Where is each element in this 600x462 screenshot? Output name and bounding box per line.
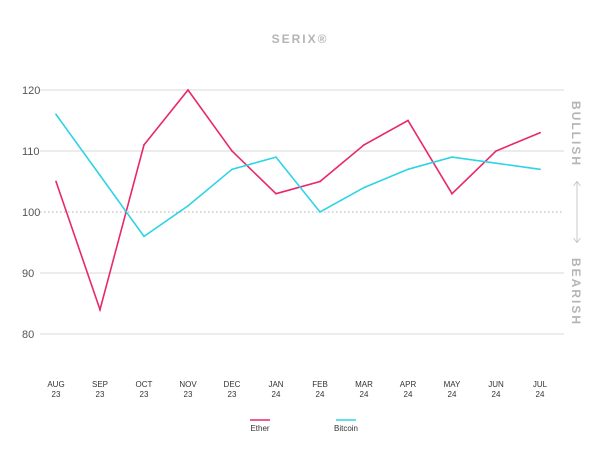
data-point-bitcoin (319, 211, 321, 213)
y-tick-label: 90 (22, 268, 34, 280)
x-tick-year: 24 (360, 390, 369, 399)
y-tick-label: 80 (22, 329, 34, 341)
data-point-bitcoin (451, 156, 453, 159)
x-tick-year: 24 (316, 390, 325, 399)
data-point-ether (407, 119, 409, 122)
x-tick-month: NOV (179, 380, 197, 389)
data-point-bitcoin (99, 174, 101, 177)
x-tick-year: 24 (404, 390, 413, 399)
x-tick-month: JAN (268, 380, 283, 389)
x-tick-month: DEC (224, 380, 241, 389)
legend-label-ether: Ether (250, 424, 269, 433)
bullish-label: BULLISH (569, 101, 583, 167)
arrow-down-icon (573, 237, 581, 244)
x-tick-year: 23 (52, 390, 61, 399)
data-point-bitcoin (363, 186, 365, 189)
sentiment-indicator: BULLISH BEARISH (569, 101, 583, 326)
grid (40, 89, 564, 335)
x-tick-year: 24 (448, 390, 457, 399)
x-tick-year: 24 (492, 390, 501, 399)
y-tick-label: 110 (22, 146, 40, 158)
arrow-up-icon (573, 180, 581, 187)
x-tick-year: 24 (272, 390, 281, 399)
x-tick-month: JUL (533, 380, 548, 389)
bearish-label: BEARISH (569, 258, 583, 326)
legend: Ether Bitcoin (250, 419, 358, 433)
data-point-bitcoin (187, 205, 189, 207)
x-tick-month: JUN (488, 380, 504, 389)
chart-title: SERIX® (272, 32, 329, 46)
series-line-ether (55, 88, 541, 313)
data-point-ether (539, 131, 541, 134)
data-point-ether (187, 89, 189, 91)
x-tick-month: APR (400, 380, 417, 389)
x-tick-month: SEP (92, 380, 108, 389)
data-point-bitcoin (275, 156, 277, 159)
x-tick-year: 23 (140, 390, 149, 399)
data-point-bitcoin (143, 235, 145, 238)
legend-label-bitcoin: Bitcoin (334, 424, 358, 433)
x-tick-month: OCT (136, 380, 153, 389)
series-lines (55, 88, 541, 313)
data-point-ether (231, 150, 233, 152)
x-tick-year: 23 (184, 390, 193, 399)
x-tick-year: 24 (536, 390, 545, 399)
x-tick-year: 23 (228, 390, 237, 399)
series-line-bitcoin (55, 113, 541, 238)
data-point-bitcoin (495, 162, 497, 165)
y-tick-label: 120 (22, 85, 40, 97)
x-tick-month: AUG (47, 380, 64, 389)
data-point-ether (451, 192, 453, 195)
data-point-ether (275, 192, 277, 195)
data-point-bitcoin (231, 168, 233, 171)
data-point-bitcoin (407, 168, 409, 171)
x-tick-month: MAR (355, 380, 373, 389)
x-axis: AUG23SEP23OCT23NOV23DEC23JAN24FEB24MAR24… (47, 380, 547, 399)
y-axis: 80 90 100 110 120 (22, 85, 40, 341)
data-point-bitcoin (539, 168, 541, 171)
x-tick-year: 23 (96, 390, 105, 399)
data-point-ether (99, 308, 101, 311)
data-point-ether (363, 144, 365, 146)
data-point-ether (319, 180, 321, 183)
x-tick-month: MAY (444, 380, 461, 389)
data-point-ether (143, 144, 145, 146)
x-tick-month: FEB (312, 380, 328, 389)
data-point-ether (55, 180, 57, 183)
data-point-ether (495, 150, 497, 152)
data-point-bitcoin (55, 113, 57, 116)
y-tick-label: 100 (22, 207, 40, 219)
